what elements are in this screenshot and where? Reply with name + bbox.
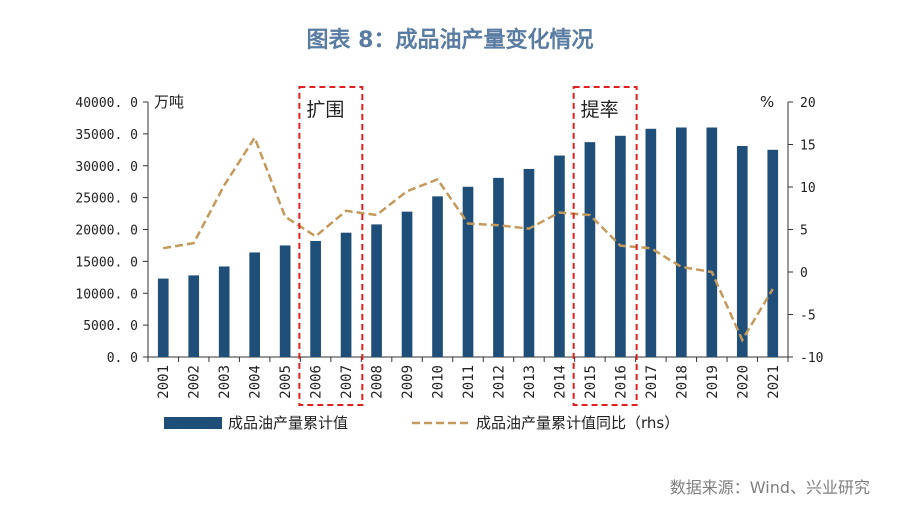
x-tick-label: 2020 — [735, 365, 751, 399]
legend-label-bar: 成品油产量累计值 — [228, 414, 348, 432]
chart-bars — [157, 127, 779, 357]
x-tick-label: 2001 — [156, 365, 172, 399]
bar — [432, 196, 443, 357]
y-left-tick-label: 20000. 0 — [75, 224, 138, 239]
y-left-tick-label: 35000. 0 — [75, 128, 138, 143]
bar — [218, 266, 230, 357]
chart-axes: 0. 0 5000. 0 10000. 0 15000. 0 20000. 0 25000… — [75, 93, 823, 399]
x-tick-label: 2014 — [552, 365, 568, 399]
y-right-tick-label: 20 — [800, 96, 816, 111]
legend-label-line: 成品油产量累计值同比（rhs） — [476, 414, 679, 432]
bar — [645, 128, 657, 357]
y-right-tick-label: -10 — [800, 351, 823, 366]
x-tick-label: 2018 — [674, 365, 690, 399]
y-right-unit: % — [760, 93, 774, 111]
chart-line — [163, 134, 774, 343]
x-tick-label: 2006 — [309, 365, 325, 399]
bar — [584, 142, 596, 357]
bar — [554, 155, 565, 357]
annotation-box — [298, 86, 364, 406]
chart-legend: 成品油产量累计值 成品油产量累计值同比（rhs） — [164, 414, 679, 432]
x-tick-label: 2002 — [187, 365, 203, 399]
x-tick-label: 2013 — [522, 365, 538, 399]
bar — [279, 245, 291, 357]
bar — [493, 177, 504, 357]
page-title: 图表 8：成品油产量变化情况 — [306, 28, 594, 53]
bar — [401, 211, 413, 357]
bar — [371, 224, 382, 357]
x-tick-label: 2012 — [491, 365, 507, 399]
y-right-tick-label: 5 — [800, 224, 808, 239]
x-tick-label: 2007 — [339, 365, 355, 399]
y-left-tick-label: 15000. 0 — [75, 255, 138, 270]
annotation-label: 提率 — [581, 99, 619, 121]
legend-swatch-bar — [164, 417, 222, 429]
bar — [767, 149, 779, 357]
x-tick-label: 2016 — [613, 365, 629, 399]
bar — [462, 186, 474, 357]
x-tick-label: 2017 — [644, 365, 660, 399]
y-left-tick-label: 25000. 0 — [75, 192, 138, 207]
x-tick-label: 2008 — [370, 365, 386, 399]
x-tick-label: 2005 — [278, 365, 294, 399]
source-note: 数据来源：Wind、兴业研究 — [669, 478, 870, 497]
x-tick-label: 2015 — [583, 365, 599, 399]
y-left-tick-label: 5000. 0 — [83, 319, 138, 334]
y-left-tick-label: 40000. 0 — [75, 96, 138, 111]
bar — [676, 127, 687, 357]
bar — [157, 278, 169, 357]
bar — [340, 232, 352, 357]
x-tick-label: 2011 — [461, 365, 477, 399]
bar — [310, 240, 321, 357]
bar — [706, 127, 718, 357]
y-right-tick-label: -5 — [800, 309, 816, 324]
x-tick-label: 2019 — [705, 365, 721, 399]
y-right-tick-label: 0 — [800, 266, 808, 281]
x-tick-label: 2004 — [248, 365, 264, 399]
x-tick-label: 2003 — [217, 365, 233, 399]
annotation-label: 扩围 — [306, 99, 344, 121]
chart-annotations: 扩围 提率 — [298, 86, 638, 406]
y-left-tick-label: 10000. 0 — [75, 287, 138, 302]
bar — [736, 145, 748, 357]
y-left-tick-label: 30000. 0 — [75, 160, 138, 175]
bar — [188, 275, 200, 357]
x-tick-label: 2021 — [766, 365, 782, 399]
bar — [249, 252, 260, 357]
x-tick-label: 2009 — [400, 365, 416, 399]
bar — [523, 168, 535, 357]
y-left-tick-label: 0. 0 — [107, 351, 138, 366]
y-left-unit: 万吨 — [154, 93, 184, 111]
y-right-tick-label: 15 — [800, 139, 816, 154]
x-tick-label: 2010 — [431, 365, 447, 399]
annotation-box — [572, 86, 638, 406]
y-right-tick-label: 10 — [800, 181, 816, 196]
